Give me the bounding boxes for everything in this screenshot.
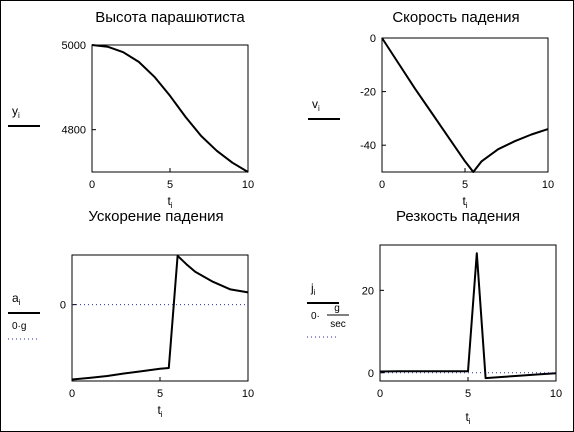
chart-4: Резкость падения 0 5 10 20 0 ti ji 0· g sec xyxy=(307,208,562,426)
x-tick-label: 5 xyxy=(465,388,471,400)
y-tick-label: 0 xyxy=(60,300,66,312)
legend-label: ji xyxy=(310,281,316,297)
y-tick-label: 0 xyxy=(370,33,376,45)
y-tick-label: -20 xyxy=(360,87,376,99)
x-tick-label: 0 xyxy=(379,179,385,191)
x-tick-label: 0 xyxy=(69,388,75,400)
x-axis-label: ti xyxy=(157,403,162,419)
chart-title: Резкость падения xyxy=(396,208,520,225)
plot-area xyxy=(91,44,249,173)
legend-label: yi xyxy=(12,104,20,120)
x-tick-label: 10 xyxy=(542,179,554,191)
legend-frac-num: g xyxy=(334,303,340,314)
plot-area xyxy=(71,254,249,382)
x-tick-label: 5 xyxy=(157,388,163,400)
legend-label: vi xyxy=(312,97,320,113)
x-tick-label: 10 xyxy=(242,179,254,191)
legend-label: 0· xyxy=(311,311,320,322)
chart-1: Высота парашютиста 0 5 10 5000 4800 ti yi xyxy=(8,9,254,210)
x-axis-label: ti xyxy=(465,410,470,426)
chart-3: Ускорение падения 0 5 10 0 ti ai 0·g xyxy=(8,208,254,419)
x-tick-label: 0 xyxy=(89,179,95,191)
series-line xyxy=(71,254,249,381)
series-line xyxy=(91,44,249,173)
y-tick-label: 20 xyxy=(362,285,374,297)
x-axis-label: ti xyxy=(462,194,467,210)
x-tick-label: 10 xyxy=(242,388,254,400)
legend-frac-den: sec xyxy=(330,319,346,330)
y-tick-label: 4800 xyxy=(62,125,86,137)
chart-title: Ускорение падения xyxy=(88,208,223,225)
x-tick-label: 5 xyxy=(462,179,468,191)
legend-label: ai xyxy=(12,291,21,307)
x-tick-label: 5 xyxy=(167,179,173,191)
series-line xyxy=(381,37,549,173)
series-line xyxy=(379,252,557,380)
x-tick-label: 10 xyxy=(550,388,562,400)
x-tick-label: 0 xyxy=(377,388,383,400)
legend-label: 0·g xyxy=(12,321,26,332)
plot-area xyxy=(381,37,549,173)
chart-title: Скорость падения xyxy=(392,9,519,26)
chart-title: Высота парашютиста xyxy=(95,9,245,26)
y-tick-label: 5000 xyxy=(62,40,86,52)
x-axis-label: ti xyxy=(167,194,172,210)
y-tick-label: -40 xyxy=(360,140,376,152)
y-tick-label: 0 xyxy=(368,368,374,380)
chart-2: Скорость падения 0 5 10 0 -20 -40 ti vi xyxy=(308,9,554,210)
